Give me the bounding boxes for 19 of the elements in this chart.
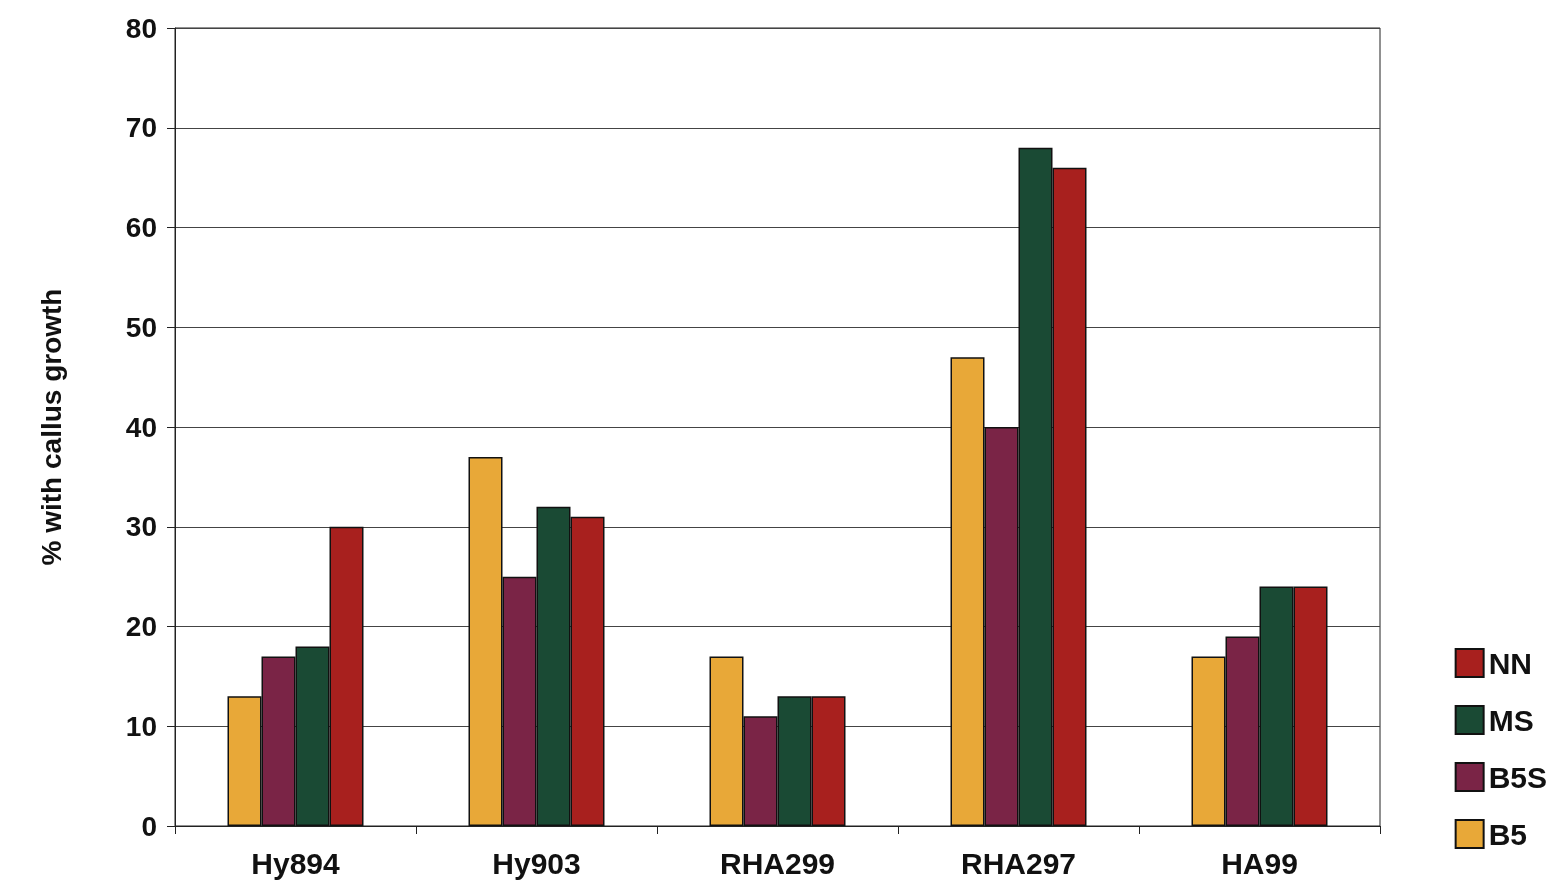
y-tick-label: 30 bbox=[125, 511, 157, 543]
y-tick-label: 80 bbox=[125, 12, 157, 44]
legend-label: B5S bbox=[1488, 760, 1547, 794]
x-tick-label: Hy903 bbox=[492, 846, 581, 880]
legend-label: B5 bbox=[1488, 817, 1527, 851]
y-tick-label: 10 bbox=[125, 710, 157, 742]
x-tick-label: Hy894 bbox=[251, 846, 341, 880]
y-tick-label: 50 bbox=[125, 311, 157, 343]
legend-label: MS bbox=[1488, 703, 1534, 737]
y-tick-label: 40 bbox=[125, 411, 157, 443]
y-tick-label: 0 bbox=[141, 810, 157, 842]
x-tick-label: RHA299 bbox=[719, 846, 836, 880]
x-tick-label: RHA297 bbox=[960, 846, 1077, 880]
y-tick-label: 70 bbox=[125, 112, 157, 144]
x-tick-label: HA99 bbox=[1221, 846, 1298, 880]
legend-label: NN bbox=[1488, 646, 1532, 680]
y-tick-label: 60 bbox=[125, 212, 157, 243]
y-axis-title: % with callus growth bbox=[35, 288, 67, 566]
y-tick-label: 20 bbox=[125, 611, 157, 642]
